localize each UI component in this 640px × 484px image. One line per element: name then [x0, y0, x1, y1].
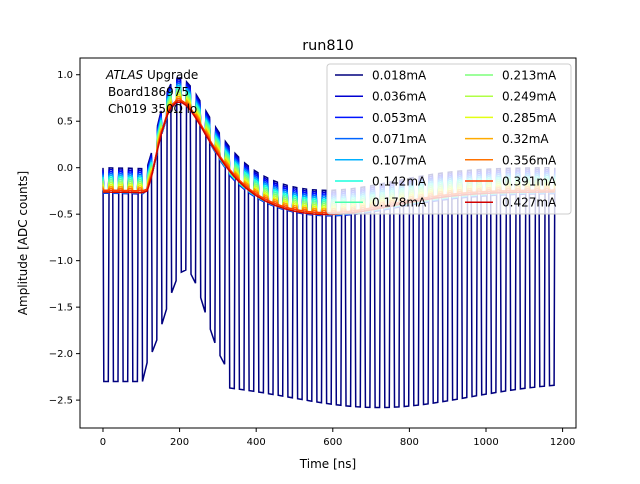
legend-label: 0.356mA — [502, 153, 557, 167]
legend-label: 0.107mA — [372, 153, 427, 167]
x-tick-label: 400 — [247, 437, 266, 448]
x-tick-label: 800 — [400, 437, 419, 448]
legend-label: 0.32mA — [502, 132, 549, 146]
atlas-annotation: ATLAS Upgrade Board186975 Ch019 350Ω lo — [105, 68, 198, 116]
x-axis-label: Time [ns] — [299, 457, 356, 471]
legend: 0.018mA 0.036mA 0.053mA 0.071mA 0.107mA 0.142… — [326, 63, 572, 215]
y-tick-label: 1.0 — [57, 70, 73, 81]
legend-label: 0.285mA — [502, 111, 557, 125]
y-tick-label: −2.5 — [49, 396, 73, 407]
legend-label: 0.036mA — [372, 90, 427, 104]
legend-label: 0.213mA — [502, 69, 557, 83]
x-tick-label: 1200 — [550, 437, 575, 448]
y-tick-label: −2.0 — [49, 349, 73, 360]
y-tick-label: −1.0 — [49, 256, 73, 267]
legend-label: 0.427mA — [502, 196, 557, 210]
legend-label: 0.391mA — [502, 175, 557, 189]
legend-label: 0.142mA — [372, 175, 427, 189]
legend-label: 0.053mA — [372, 111, 427, 125]
y-tick-label: −0.5 — [49, 210, 73, 221]
y-axis-label: Amplitude [ADC counts] — [16, 171, 30, 315]
plot-frame — [79, 57, 577, 429]
x-tick-label: 1000 — [473, 437, 498, 448]
x-tick-label: 600 — [323, 437, 342, 448]
legend-label: 0.018mA — [372, 69, 427, 83]
x-tick-label: 200 — [170, 437, 189, 448]
svg-text:ATLAS Upgrade: ATLAS Upgrade — [105, 68, 198, 82]
legend-label: 0.249mA — [502, 90, 557, 104]
upgrade-label: Upgrade — [143, 68, 198, 82]
legend-label: 0.178mA — [372, 196, 427, 210]
chart-title: run810 — [302, 38, 354, 54]
atlas-label: ATLAS — [105, 68, 144, 82]
x-tick-label: 0 — [100, 437, 106, 448]
y-tick-label: 0.0 — [57, 163, 73, 174]
channel-label: Ch019 350Ω lo — [108, 102, 197, 116]
y-axis: 1.0 0.5 0.0 −0.5 −1.0 −1.5 −2.0 −2.5 — [49, 70, 80, 407]
y-tick-label: −1.5 — [49, 303, 73, 314]
y-tick-label: 0.5 — [57, 117, 73, 128]
legend-label: 0.071mA — [372, 132, 427, 146]
legend-box — [326, 63, 572, 215]
board-label: Board186975 — [108, 85, 189, 99]
x-axis: 0 200 400 600 800 1000 1200 — [100, 428, 575, 448]
